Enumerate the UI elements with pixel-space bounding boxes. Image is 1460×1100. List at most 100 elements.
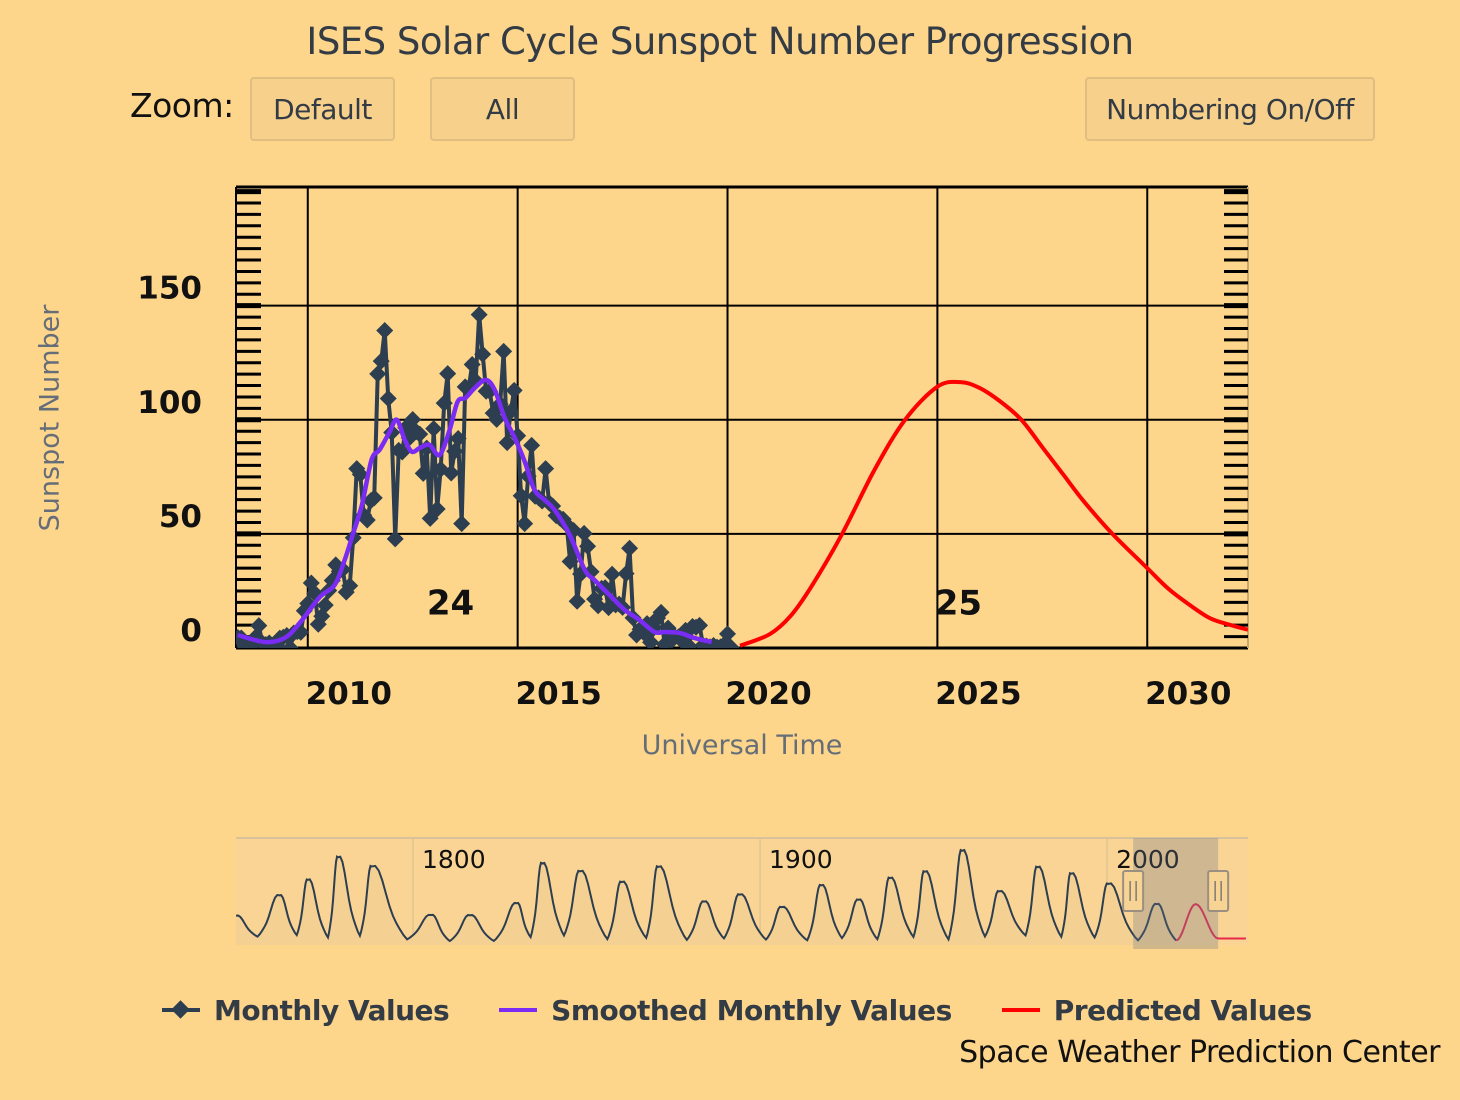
y-tick-label: 150 xyxy=(137,271,202,307)
cycle-number-labels: 24 25 xyxy=(427,583,982,623)
zoom-default-button[interactable]: Default xyxy=(250,77,395,141)
monthly-value-marker[interactable] xyxy=(351,465,369,483)
navigator-handle-left[interactable] xyxy=(1122,870,1145,912)
x-axis-title: Universal Time xyxy=(641,730,843,761)
monthly-value-marker[interactable] xyxy=(442,464,460,482)
legend-label-smoothed: Smoothed Monthly Values xyxy=(551,993,952,1027)
monthly-value-marker[interactable] xyxy=(691,616,709,634)
monthly-value-marker[interactable] xyxy=(512,487,530,505)
handle-box[interactable] xyxy=(1122,870,1145,912)
monthly-value-marker[interactable] xyxy=(502,403,520,421)
monthly-value-marker[interactable] xyxy=(281,639,299,657)
y-minor-ticks xyxy=(236,189,1248,639)
monthly-value-marker[interactable] xyxy=(463,356,481,374)
monthly-value-marker[interactable] xyxy=(453,515,471,533)
x-tick-label: 2025 xyxy=(935,676,1021,712)
navigator-area xyxy=(236,850,1177,945)
monthly-value-marker[interactable] xyxy=(568,592,586,610)
monthly-value-marker[interactable] xyxy=(621,539,639,557)
monthly-value-marker[interactable] xyxy=(680,637,698,655)
monthly-value-marker[interactable] xyxy=(488,410,506,428)
monthly-value-marker[interactable] xyxy=(372,352,390,370)
monthly-value-marker[interactable] xyxy=(250,617,268,635)
legend: Monthly Values Smoothed Monthly Values P… xyxy=(162,990,1362,1030)
series-layer xyxy=(236,306,1248,657)
monthly-value-marker[interactable] xyxy=(316,596,334,614)
handle-box[interactable] xyxy=(1207,870,1230,912)
monthly-value-marker[interactable] xyxy=(386,530,404,548)
monthly-value-marker[interactable] xyxy=(404,411,422,429)
monthly-value-marker[interactable] xyxy=(435,394,453,412)
smoothed-values-line xyxy=(237,377,713,645)
monthly-value-marker[interactable] xyxy=(421,509,439,527)
cycle-label-25: 25 xyxy=(935,583,982,623)
legend-label-monthly: Monthly Values xyxy=(214,993,450,1027)
monthly-value-marker[interactable] xyxy=(505,381,523,399)
series-clip-group xyxy=(236,306,1248,657)
monthly-value-marker[interactable] xyxy=(652,603,670,621)
purple-line-icon xyxy=(499,1000,538,1020)
navigator-history-line xyxy=(236,848,1177,943)
x-tick-label: 2020 xyxy=(725,676,811,712)
monthly-value-marker[interactable] xyxy=(428,500,446,518)
legend-item-monthly[interactable]: Monthly Values xyxy=(162,993,450,1027)
monthly-value-marker[interactable] xyxy=(446,442,464,460)
y-tick-label: 50 xyxy=(159,499,202,535)
navigator-handle-right[interactable] xyxy=(1207,870,1230,912)
monthly-value-marker[interactable] xyxy=(561,553,579,571)
monthly-value-marker[interactable] xyxy=(537,460,555,478)
zoom-all-button[interactable]: All xyxy=(430,77,575,141)
monthly-value-marker[interactable] xyxy=(379,390,397,408)
x-tick-label: 2010 xyxy=(306,676,392,712)
navigator-tick-label: 1800 xyxy=(422,845,486,874)
monthly-value-marker[interactable] xyxy=(358,511,376,529)
predicted-values-line xyxy=(739,379,1248,648)
x-tick-label: 2015 xyxy=(516,676,602,712)
monthly-value-marker[interactable] xyxy=(642,633,660,651)
navigator-tick-label: 1900 xyxy=(769,845,833,874)
monthly-value-marker[interactable] xyxy=(719,625,737,643)
monthly-value-marker[interactable] xyxy=(523,436,541,454)
y-axis-title: Sunspot Number xyxy=(34,304,66,532)
navigator-predicted-line xyxy=(1175,903,1246,942)
monthly-value-marker[interactable] xyxy=(414,464,432,482)
plot-area[interactable] xyxy=(236,187,1248,648)
axis-tick-labels: 2010 2015 2020 2025 2030 0 50 100 150 xyxy=(137,271,1231,712)
numbering-toggle-button[interactable]: Numbering On/Off xyxy=(1085,77,1375,141)
monthly-value-marker[interactable] xyxy=(495,342,513,360)
legend-label-predicted: Predicted Values xyxy=(1053,993,1312,1027)
monthly-value-marker[interactable] xyxy=(365,489,383,507)
monthly-value-marker[interactable] xyxy=(617,565,635,583)
monthly-value-marker[interactable] xyxy=(575,524,593,542)
legend-item-predicted[interactable]: Predicted Values xyxy=(1001,993,1312,1027)
monthly-value-marker[interactable] xyxy=(603,565,621,583)
cycle-label-24: 24 xyxy=(427,583,474,623)
navigator-tick-label: 2000 xyxy=(1116,845,1180,874)
monthly-value-marker[interactable] xyxy=(369,365,387,383)
monthly-value-marker[interactable] xyxy=(516,515,534,533)
y-tick-label: 100 xyxy=(137,385,202,421)
legend-item-smoothed[interactable]: Smoothed Monthly Values xyxy=(499,994,952,1027)
monthly-value-marker[interactable] xyxy=(376,322,394,340)
x-tick-label: 2030 xyxy=(1145,676,1231,712)
monthly-value-marker[interactable] xyxy=(498,434,516,452)
monthly-value-marker[interactable] xyxy=(341,577,359,595)
monthly-value-marker[interactable] xyxy=(470,306,488,324)
red-line-icon xyxy=(1001,1000,1040,1020)
monthly-value-marker[interactable] xyxy=(589,597,607,615)
monthly-value-marker[interactable] xyxy=(425,420,443,438)
diamond-line-icon xyxy=(162,1000,200,1020)
navigator-series xyxy=(236,848,1246,945)
navigator[interactable]: 1800 1900 2000 xyxy=(236,837,1248,949)
plot-background[interactable] xyxy=(236,187,1248,648)
navigator-selection[interactable] xyxy=(1133,838,1219,949)
monthly-value-marker[interactable] xyxy=(439,365,457,383)
zoom-label: Zoom: xyxy=(130,86,234,125)
monthly-value-marker[interactable] xyxy=(411,425,429,443)
monthly-value-marker[interactable] xyxy=(579,537,597,555)
monthly-value-marker[interactable] xyxy=(474,345,492,363)
monthly-value-marker[interactable] xyxy=(449,429,467,447)
monthly-value-marker[interactable] xyxy=(722,639,740,656)
chart-title: ISES Solar Cycle Sunspot Number Progress… xyxy=(306,20,1134,63)
